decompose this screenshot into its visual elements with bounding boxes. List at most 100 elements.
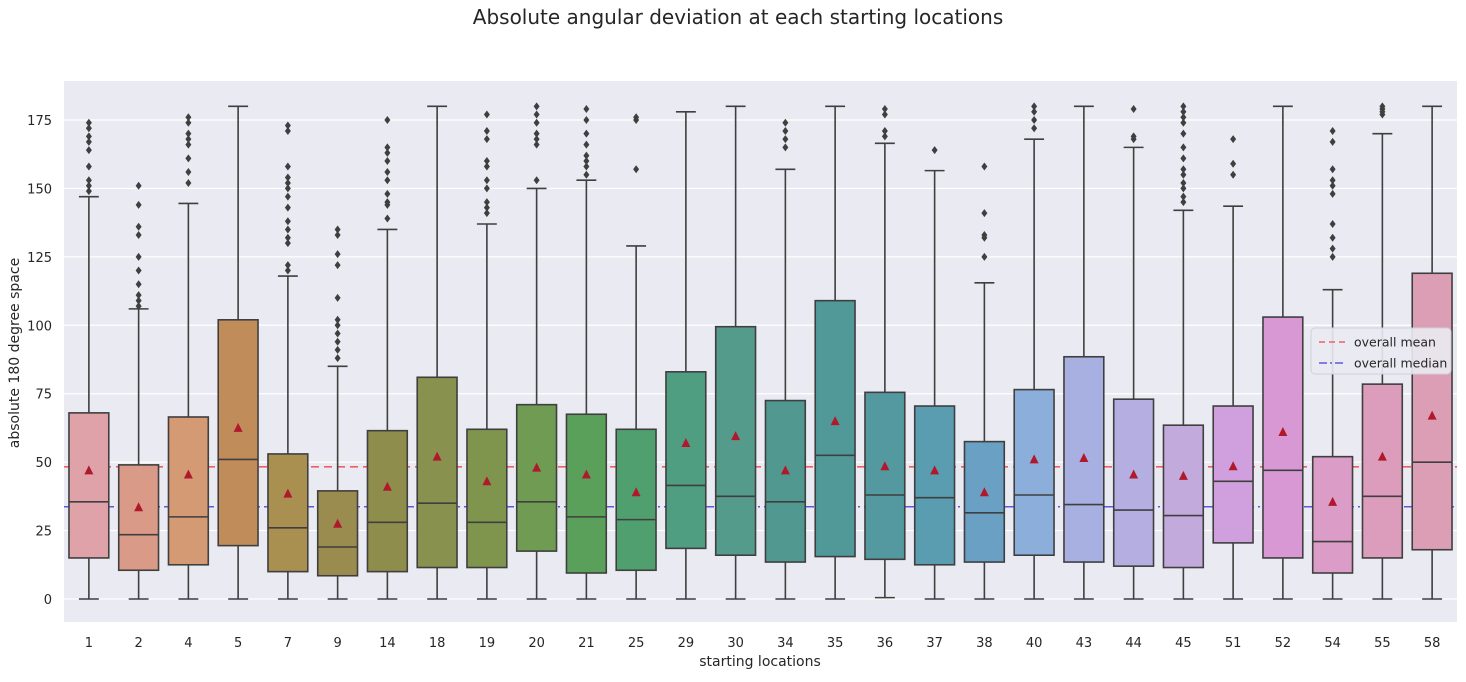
box-group	[515, 102, 558, 600]
outlier-point	[135, 280, 142, 289]
outlier-point	[185, 168, 192, 177]
x-tick-label: 18	[429, 636, 446, 651]
outlier-point	[981, 252, 988, 261]
mean-marker	[780, 465, 790, 475]
mean-marker	[631, 487, 641, 497]
x-tick-label: 40	[1026, 636, 1043, 651]
y-tick-label: 125	[27, 251, 52, 266]
outlier-point	[1180, 143, 1187, 152]
outlier-point	[284, 126, 291, 135]
outlier-point	[1329, 181, 1336, 190]
legend-label: overall median	[1354, 356, 1447, 371]
outlier-point	[633, 113, 640, 122]
mean-marker	[333, 518, 343, 528]
box	[665, 371, 707, 550]
outlier-point	[881, 126, 888, 135]
outlier-point	[1230, 135, 1237, 144]
outlier-point	[1180, 192, 1187, 201]
box-group	[665, 110, 707, 600]
outlier-point	[1329, 189, 1336, 198]
box-group	[1411, 105, 1453, 600]
outlier-point	[1379, 102, 1386, 111]
mean-marker	[432, 451, 442, 461]
outlier-point	[1329, 244, 1336, 253]
outlier-point	[85, 176, 92, 185]
outlier-point	[1329, 176, 1336, 185]
mean-marker	[581, 469, 591, 479]
outlier-point	[334, 354, 341, 363]
x-tick-label: 44	[1125, 636, 1142, 651]
x-tick-label: 58	[1424, 636, 1441, 651]
box-group	[963, 162, 1006, 600]
outlier-point	[284, 233, 291, 242]
outlier-point	[1329, 233, 1336, 242]
x-tick-label: 25	[628, 636, 645, 651]
outlier-point	[981, 209, 988, 218]
box-group	[764, 118, 807, 600]
outlier-point	[135, 222, 142, 231]
outlier-point	[334, 293, 341, 302]
outlier-point	[334, 315, 341, 324]
outlier-point	[284, 239, 291, 248]
outlier-point	[135, 252, 142, 261]
box	[1013, 388, 1055, 557]
outlier-point	[384, 176, 391, 185]
outlier-point	[1329, 252, 1336, 261]
outlier-point	[135, 291, 142, 300]
outlier-point	[1180, 129, 1187, 138]
outlier-point	[533, 102, 540, 111]
outlier-point	[1329, 126, 1336, 135]
box-group	[1013, 102, 1055, 600]
legend-label: overall mean	[1354, 335, 1436, 350]
outlier-point	[384, 148, 391, 157]
outlier-point	[483, 157, 490, 166]
x-tick-label: 55	[1374, 636, 1391, 651]
outlier-point	[483, 184, 490, 193]
outlier-point	[1329, 165, 1336, 174]
outlier-point	[1031, 107, 1038, 116]
outlier-point	[135, 302, 142, 311]
outlier-point	[334, 337, 341, 346]
outlier-point	[533, 140, 540, 149]
outlier-point	[334, 345, 341, 354]
y-axis: 0 25 50 75 100 125 150 175	[27, 114, 52, 608]
mean-marker	[283, 488, 293, 498]
outlier-point	[1329, 137, 1336, 146]
outlier-point	[284, 173, 291, 182]
x-tick-label: 51	[1225, 636, 1242, 651]
box-group	[1311, 126, 1354, 600]
outlier-point	[284, 217, 291, 226]
outlier-point	[1180, 178, 1187, 187]
outlier-point	[483, 198, 490, 207]
outlier-point	[483, 126, 490, 135]
mean-marker	[1129, 469, 1139, 479]
box	[217, 319, 259, 547]
outlier-point	[334, 225, 341, 234]
outlier-point	[1329, 220, 1336, 229]
outlier-point	[334, 250, 341, 259]
box	[366, 429, 409, 573]
box	[167, 416, 210, 566]
x-tick-label: 34	[777, 636, 794, 651]
outlier-point	[85, 162, 92, 171]
y-tick-label: 100	[27, 319, 52, 334]
box	[814, 299, 856, 558]
x-tick-label: 2	[134, 636, 142, 651]
outlier-point	[483, 110, 490, 119]
outlier-point	[583, 157, 590, 166]
box	[913, 405, 956, 566]
outlier-point	[284, 121, 291, 130]
box-group	[316, 225, 359, 600]
outlier-point	[85, 118, 92, 127]
outlier-point	[284, 261, 291, 270]
outlier-point	[334, 230, 341, 239]
box-group	[366, 116, 409, 600]
box	[515, 403, 558, 552]
box	[316, 490, 359, 577]
outlier-point	[533, 118, 540, 127]
outlier-point	[881, 105, 888, 114]
mean-marker	[382, 481, 392, 491]
outlier-point	[1031, 124, 1038, 133]
outlier-point	[135, 266, 142, 275]
